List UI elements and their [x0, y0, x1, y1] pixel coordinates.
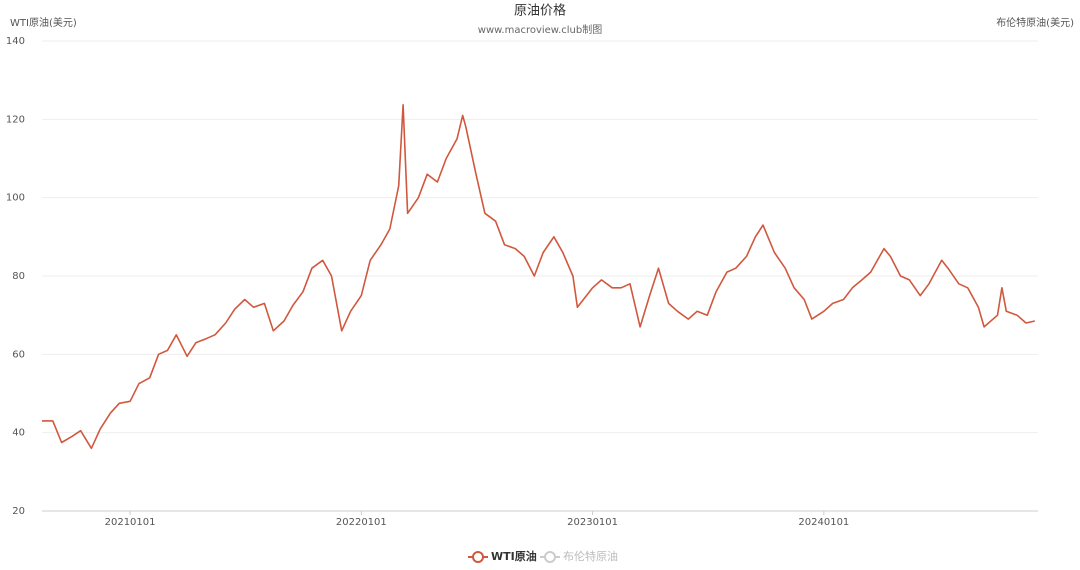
- legend-marker[interactable]: [472, 551, 484, 563]
- y2-axis-label: 布伦特原油(美元): [996, 16, 1074, 29]
- y-tick-label: 80: [12, 271, 25, 282]
- x-tick-label: 20210101: [105, 517, 156, 528]
- legend-label[interactable]: 布伦特原油: [563, 549, 618, 563]
- chart-title: 原油价格: [514, 3, 566, 19]
- legend-marker[interactable]: [544, 551, 556, 563]
- y-tick-label: 100: [6, 193, 25, 204]
- y-tick-label: 40: [12, 428, 25, 439]
- y-tick-label: 60: [12, 349, 25, 360]
- y-tick-label: 140: [6, 36, 25, 47]
- x-tick-label: 20230101: [567, 517, 618, 528]
- y-tick-label: 20: [12, 506, 25, 517]
- x-tick-label: 20220101: [336, 517, 387, 528]
- y-tick-label: 120: [6, 114, 25, 125]
- y-axis-label: WTI原油(美元): [10, 16, 77, 29]
- legend-label[interactable]: WTI原油: [491, 549, 537, 563]
- chart-subtitle: www.macroview.club制图: [478, 23, 602, 36]
- series-line: [42, 104, 1035, 450]
- x-tick-label: 20240101: [798, 517, 849, 528]
